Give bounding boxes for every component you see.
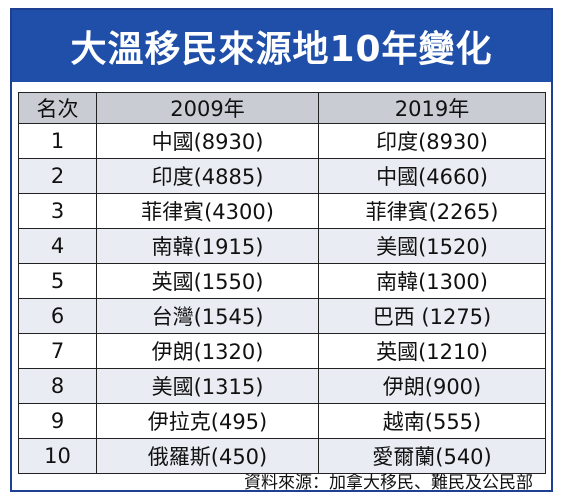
cell-2019: 愛爾蘭(540) bbox=[318, 438, 546, 474]
cell-2019: 菲律賓(2265) bbox=[318, 193, 546, 229]
cell-2009: 英國(1550) bbox=[96, 263, 319, 299]
cell-2019: 伊朗(900) bbox=[318, 368, 546, 404]
table-header-row: 名次 2009年 2019年 bbox=[18, 92, 546, 124]
table-row: 7 伊朗(1320) 英國(1210) bbox=[18, 333, 546, 369]
cell-2019: 英國(1210) bbox=[318, 333, 546, 369]
cell-2019: 美國(1520) bbox=[318, 228, 546, 264]
cell-2009: 伊朗(1320) bbox=[96, 333, 319, 369]
header-2019: 2019年 bbox=[318, 92, 546, 124]
table-row: 2 印度(4885) 中國(4660) bbox=[18, 158, 546, 194]
header-2009: 2009年 bbox=[96, 92, 319, 124]
rank-cell: 4 bbox=[18, 228, 97, 264]
rank-cell: 9 bbox=[18, 403, 97, 439]
infographic-frame: 大溫移民來源地10年變化 名次 2009年 2019年 1 中國(8930) 印… bbox=[10, 8, 553, 492]
page-title: 大溫移民來源地10年變化 bbox=[70, 29, 493, 70]
cell-2019: 巴西 (1275) bbox=[318, 298, 546, 334]
table-row: 8 美國(1315) 伊朗(900) bbox=[18, 368, 546, 404]
rank-cell: 5 bbox=[18, 263, 97, 299]
table-row: 5 英國(1550) 南韓(1300) bbox=[18, 263, 546, 299]
header-rank: 名次 bbox=[18, 92, 97, 124]
rank-cell: 7 bbox=[18, 333, 97, 369]
ranking-table: 名次 2009年 2019年 1 中國(8930) 印度(8930) 2 印度(… bbox=[18, 92, 546, 474]
cell-2009: 俄羅斯(450) bbox=[96, 438, 319, 474]
cell-2009: 伊拉克(495) bbox=[96, 403, 319, 439]
cell-2019: 南韓(1300) bbox=[318, 263, 546, 299]
cell-2009: 印度(4885) bbox=[96, 158, 319, 194]
cell-2019: 越南(555) bbox=[318, 403, 546, 439]
rank-cell: 6 bbox=[18, 298, 97, 334]
rank-cell: 2 bbox=[18, 158, 97, 194]
title-bar: 大溫移民來源地10年變化 bbox=[12, 10, 551, 82]
table-row: 4 南韓(1915) 美國(1520) bbox=[18, 228, 546, 264]
rank-cell: 1 bbox=[18, 123, 97, 159]
cell-2009: 美國(1315) bbox=[96, 368, 319, 404]
source-note: 資料來源：加拿大移民、難民及公民部 bbox=[244, 473, 533, 490]
cell-2009: 菲律賓(4300) bbox=[96, 193, 319, 229]
cell-2019: 中國(4660) bbox=[318, 158, 546, 194]
cell-2019: 印度(8930) bbox=[318, 123, 546, 159]
table-row: 6 台灣(1545) 巴西 (1275) bbox=[18, 298, 546, 334]
table-row: 10 俄羅斯(450) 愛爾蘭(540) bbox=[18, 438, 546, 474]
rank-cell: 10 bbox=[18, 438, 97, 474]
cell-2009: 中國(8930) bbox=[96, 123, 319, 159]
cell-2009: 南韓(1915) bbox=[96, 228, 319, 264]
table-row: 1 中國(8930) 印度(8930) bbox=[18, 123, 546, 159]
table-row: 3 菲律賓(4300) 菲律賓(2265) bbox=[18, 193, 546, 229]
cell-2009: 台灣(1545) bbox=[96, 298, 319, 334]
rank-cell: 3 bbox=[18, 193, 97, 229]
rank-cell: 8 bbox=[18, 368, 97, 404]
table-row: 9 伊拉克(495) 越南(555) bbox=[18, 403, 546, 439]
